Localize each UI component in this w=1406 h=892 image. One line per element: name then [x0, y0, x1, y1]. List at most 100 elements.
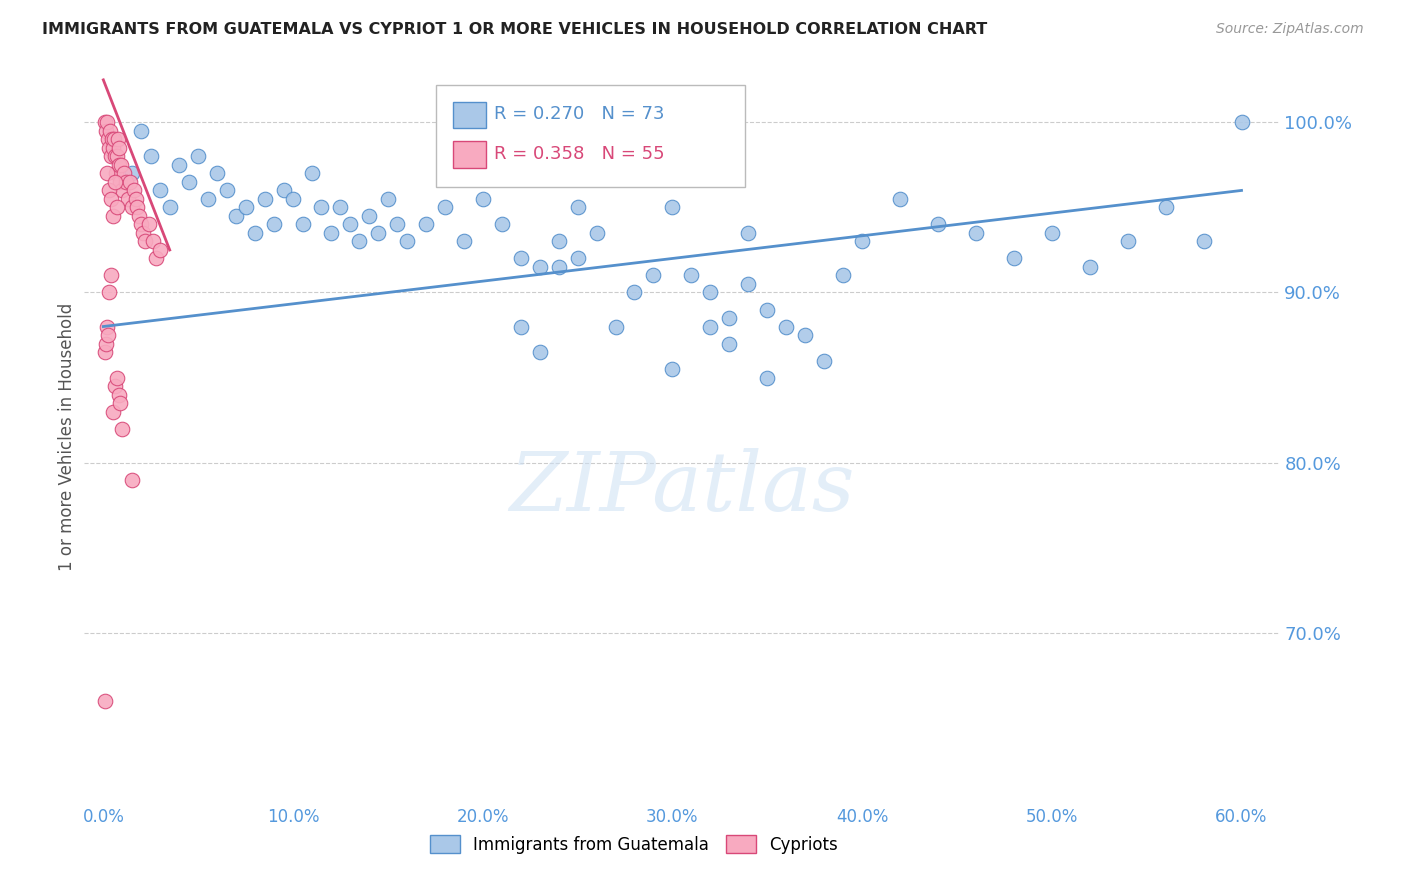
Point — [197, 192, 219, 206]
Point — [100, 268, 122, 283]
Text: IMMIGRANTS FROM GUATEMALA VS CYPRIOT 1 OR MORE VEHICLES IN HOUSEHOLD CORRELATION: IMMIGRANTS FROM GUATEMALA VS CYPRIOT 1 O… — [42, 22, 987, 37]
Point — [301, 166, 323, 180]
Point — [605, 319, 627, 334]
Point — [1002, 252, 1025, 266]
Point — [96, 319, 118, 334]
Point — [110, 158, 132, 172]
Point — [121, 166, 143, 180]
Point — [529, 260, 551, 274]
Point — [132, 226, 155, 240]
Point — [104, 166, 127, 180]
Point — [145, 252, 167, 266]
Point — [105, 201, 128, 215]
Point — [105, 370, 128, 384]
Point — [108, 141, 131, 155]
Point — [387, 218, 409, 232]
Point — [311, 201, 333, 215]
Point — [367, 226, 389, 240]
Point — [281, 192, 304, 206]
Point — [357, 209, 380, 223]
Point — [98, 141, 121, 155]
Point — [124, 192, 146, 206]
Point — [167, 158, 190, 172]
Point — [339, 218, 361, 232]
Point — [142, 235, 165, 249]
Point — [97, 328, 120, 343]
Point — [433, 201, 456, 215]
Point — [111, 421, 134, 435]
Point — [129, 124, 152, 138]
Point — [96, 115, 118, 129]
Point — [104, 379, 127, 393]
Point — [775, 319, 797, 334]
Text: Source: ZipAtlas.com: Source: ZipAtlas.com — [1216, 22, 1364, 37]
Point — [104, 149, 127, 163]
Point — [927, 218, 949, 232]
Text: ZIPatlas: ZIPatlas — [509, 449, 855, 528]
Point — [832, 268, 855, 283]
Point — [110, 175, 132, 189]
Point — [291, 218, 314, 232]
Point — [623, 285, 645, 300]
Point — [547, 260, 569, 274]
Point — [1230, 115, 1253, 129]
Point — [349, 235, 371, 249]
Point — [661, 362, 683, 376]
Point — [96, 166, 118, 180]
Point — [471, 192, 494, 206]
Point — [529, 345, 551, 359]
Point — [273, 183, 295, 197]
Point — [129, 218, 152, 232]
Point — [851, 235, 873, 249]
Point — [94, 694, 117, 708]
Point — [215, 183, 238, 197]
Point — [643, 268, 665, 283]
Point — [1078, 260, 1101, 274]
Point — [263, 218, 285, 232]
Point — [329, 201, 352, 215]
Point — [98, 183, 121, 197]
Point — [149, 243, 172, 257]
Point — [243, 226, 266, 240]
Point — [661, 201, 683, 215]
Point — [737, 226, 759, 240]
Point — [101, 404, 124, 418]
Point — [97, 132, 120, 146]
Point — [94, 115, 117, 129]
Point — [187, 149, 209, 163]
Point — [718, 311, 741, 326]
Point — [105, 149, 128, 163]
Point — [149, 183, 172, 197]
Point — [121, 201, 143, 215]
Point — [1192, 235, 1215, 249]
Point — [107, 132, 129, 146]
Point — [103, 132, 125, 146]
Point — [699, 319, 721, 334]
Point — [889, 192, 911, 206]
Point — [101, 209, 124, 223]
Point — [107, 158, 129, 172]
Point — [415, 218, 437, 232]
Point — [94, 345, 117, 359]
Point — [567, 201, 589, 215]
Point — [813, 353, 835, 368]
Point — [794, 328, 817, 343]
Point — [567, 252, 589, 266]
Point — [110, 396, 132, 410]
Point — [112, 166, 135, 180]
Point — [253, 192, 276, 206]
Point — [509, 319, 531, 334]
Point — [756, 302, 779, 317]
Point — [965, 226, 987, 240]
Point — [138, 218, 160, 232]
Point — [756, 370, 779, 384]
Point — [107, 387, 129, 401]
Point — [699, 285, 721, 300]
Point — [395, 235, 418, 249]
Point — [122, 183, 145, 197]
Point — [453, 235, 475, 249]
Legend: Immigrants from Guatemala, Cypriots: Immigrants from Guatemala, Cypriots — [423, 829, 845, 860]
Point — [134, 235, 156, 249]
Point — [177, 175, 200, 189]
Point — [100, 192, 122, 206]
